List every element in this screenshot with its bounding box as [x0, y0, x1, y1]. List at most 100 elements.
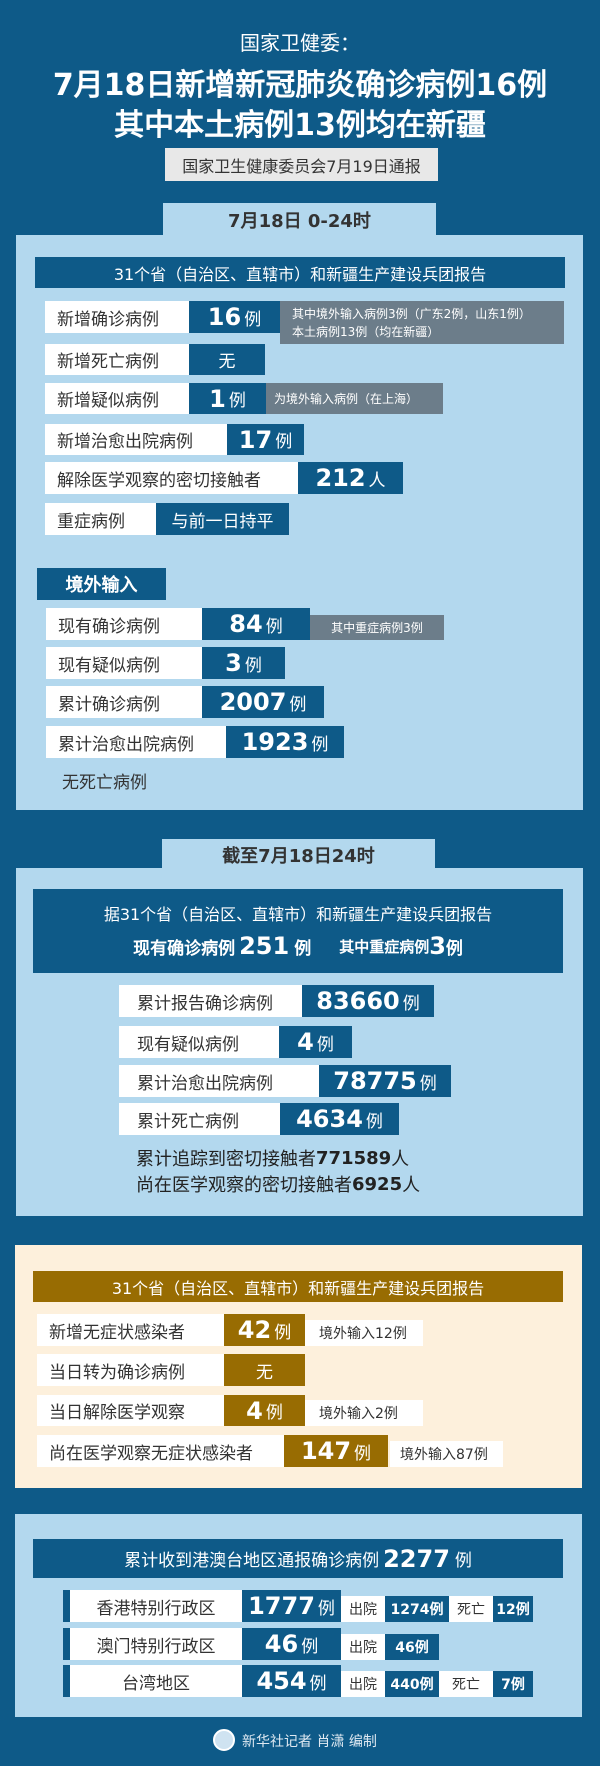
imported-title: 境外输入 — [37, 568, 166, 600]
unit: 例 — [289, 694, 307, 715]
cumulative-source: 据31个省（自治区、直辖市）和新疆生产建设兵团报告 — [103, 905, 493, 924]
value-severe: 与前一日持平 — [156, 503, 289, 535]
taiwan-deaths: 7例 — [493, 1671, 533, 1697]
value-macao: 46 例 — [242, 1628, 341, 1660]
value: 46 — [264, 1630, 299, 1658]
value: 4634 — [296, 1105, 363, 1133]
label-released-contacts: 解除医学观察的密切接触者 — [45, 462, 298, 494]
unit: 例 — [365, 1111, 383, 1132]
unit: 例 — [301, 1636, 319, 1657]
current-confirmed-line: 现有确诊病例 251 例 其中重症病例 3 例 — [33, 929, 563, 963]
page-title-line2: 其中本土病例13例均在新疆 — [114, 108, 486, 143]
discharged-label: 出院 — [341, 1634, 385, 1660]
label-total-deaths: 累计死亡病例 — [119, 1103, 280, 1135]
unit: 人 — [391, 1149, 410, 1170]
xinhua-logo-icon — [213, 1729, 235, 1751]
taiwan-discharged: 440例 — [385, 1671, 439, 1697]
hk-discharged: 1274例 — [385, 1596, 449, 1622]
death-label: 死亡 — [439, 1671, 493, 1697]
unit: 例 — [228, 391, 246, 411]
value: 2277 — [383, 1544, 450, 1573]
value: 78775 — [333, 1067, 417, 1095]
macao-discharged: 46例 — [385, 1634, 439, 1660]
value: 42 — [237, 1316, 272, 1344]
label-new-asymptomatic: 新增无症状感染者 — [37, 1314, 224, 1346]
note-line: 本土病例13例（均在新疆） — [292, 325, 440, 339]
unit: 例 — [294, 938, 312, 959]
value: 454 — [256, 1667, 307, 1695]
value-new-confirmed: 16 例 — [189, 301, 280, 333]
label-observing-asymptomatic: 尚在医学观察无症状感染者 — [37, 1435, 284, 1467]
value-imported-current: 84 例 — [202, 608, 310, 640]
source-label: 国家卫生健康委员会7月19日通报 — [165, 148, 438, 181]
observing-contacts-line: 尚在医学观察的密切接触者 6925 人 — [136, 1171, 420, 1197]
value: 3 — [429, 932, 446, 960]
label-macao: 澳门特别行政区 — [70, 1628, 242, 1660]
value: 1777 — [248, 1592, 315, 1620]
label-new-suspected: 新增疑似病例 — [45, 383, 189, 414]
label-hong-kong: 香港特别行政区 — [70, 1590, 242, 1622]
unit: 人 — [368, 470, 386, 491]
unit: 例 — [274, 1322, 292, 1343]
unit: 例 — [354, 1443, 372, 1464]
label-new-confirmed: 新增确诊病例 — [45, 301, 189, 333]
unit: 例 — [402, 993, 420, 1014]
label-severe: 重症病例 — [45, 503, 156, 535]
daily-header-bar: 31个省（自治区、直辖市）和新疆生产建设兵团报告 — [35, 257, 565, 288]
kicker: 国家卫健委： — [240, 30, 360, 55]
note-new-suspected: 为境外输入病例（在上海） — [266, 383, 443, 414]
label-taiwan: 台湾地区 — [70, 1665, 242, 1697]
value: 17 — [238, 425, 273, 454]
label-imported-recovered: 累计治愈出院病例 — [46, 726, 226, 758]
value: 84 — [229, 610, 263, 638]
unit: 例 — [316, 1034, 334, 1055]
traced-contacts-line: 累计追踪到密切接触者 771589 人 — [136, 1145, 409, 1171]
unit: 人 — [402, 1175, 421, 1196]
value-observing-asymptomatic: 147 例 — [284, 1435, 388, 1467]
label-current-suspected: 现有疑似病例 — [119, 1026, 279, 1058]
value-total-deaths: 4634 例 — [280, 1103, 399, 1135]
unit: 例 — [445, 938, 463, 959]
value: 771589 — [316, 1147, 392, 1169]
value: 3 — [225, 649, 242, 677]
value-imported-recovered: 1923 例 — [226, 726, 344, 758]
value: 251 — [239, 932, 290, 960]
row-accent — [63, 1665, 70, 1697]
unit: 例 — [419, 1073, 437, 1094]
cumulative-tab: 截至7月18日24时 — [162, 839, 435, 870]
value-new-deaths: 无 — [189, 344, 265, 375]
page-title-line1: 7月18日新增新冠肺炎确诊病例16例 — [52, 68, 548, 103]
label: 累计收到港澳台地区通报确诊病例 — [124, 1551, 380, 1571]
label-total-confirmed: 累计报告确诊病例 — [119, 985, 302, 1017]
unit: 例 — [244, 655, 262, 676]
label-imported-suspected: 现有疑似病例 — [46, 647, 202, 679]
value: 1923 — [241, 728, 309, 756]
hmt-header-bar: 累计收到港澳台地区通报确诊病例 2277 例 — [33, 1539, 563, 1578]
value: 2007 — [219, 688, 287, 716]
unit: 例 — [244, 309, 262, 330]
note-observing-asymptomatic: 境外输入87例 — [390, 1441, 503, 1467]
note-new-asymptomatic: 境外输入12例 — [305, 1320, 423, 1346]
value: 83660 — [316, 987, 400, 1015]
value-total-confirmed: 83660 例 — [302, 985, 434, 1017]
no-death-text: 无死亡病例 — [62, 772, 147, 793]
label-new-recovered: 新增治愈出院病例 — [45, 424, 227, 455]
daily-tab: 7月18日 0-24时 — [163, 203, 436, 237]
discharged-label: 出院 — [341, 1596, 385, 1622]
label-converted: 当日转为确诊病例 — [37, 1354, 224, 1386]
value-new-recovered: 17 例 — [227, 424, 304, 455]
row-accent — [63, 1628, 70, 1660]
value: 4 — [297, 1028, 314, 1056]
note-new-confirmed: 其中境外输入病例3例（广东2例，山东1例） 本土病例13例（均在新疆） — [280, 301, 564, 344]
value: 6925 — [352, 1173, 403, 1195]
value: 212 — [315, 464, 366, 492]
note-imported-current: 其中重症病例3例 — [310, 615, 444, 640]
discharged-label: 出院 — [341, 1671, 385, 1697]
label-imported-current: 现有确诊病例 — [46, 608, 202, 640]
value: 4 — [246, 1396, 263, 1425]
unit: 例 — [309, 1673, 327, 1694]
cumulative-header-box: 据31个省（自治区、直辖市）和新疆生产建设兵团报告 现有确诊病例 251 例 其中重… — [33, 889, 563, 973]
